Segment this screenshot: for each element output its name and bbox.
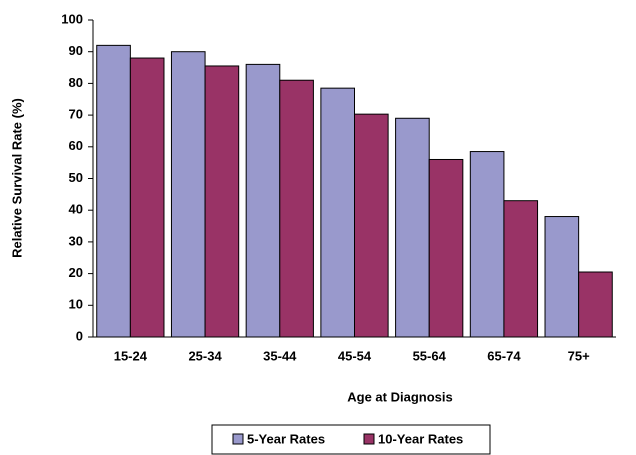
y-tick-label: 50	[69, 170, 83, 185]
y-tick-label: 10	[69, 297, 83, 312]
legend-swatch	[232, 433, 244, 445]
bar	[503, 200, 539, 338]
x-tick-label: 75+	[568, 348, 590, 363]
x-tick-label: 25-34	[188, 348, 222, 363]
y-tick-label: 40	[69, 202, 83, 217]
y-tick-label: 70	[69, 107, 83, 122]
legend-label: 10-Year Rates	[378, 431, 463, 446]
bar	[245, 63, 281, 338]
bar	[395, 117, 430, 338]
bar	[129, 57, 165, 338]
x-tick-label: 55-64	[413, 348, 447, 363]
y-tick-label: 90	[69, 43, 83, 58]
y-axis-label: Relative Survival Rate (%)	[9, 98, 24, 258]
legend-box	[211, 424, 491, 455]
bar	[354, 113, 389, 338]
x-tick-label: 15-24	[114, 348, 148, 363]
y-tick-label: 30	[69, 233, 83, 248]
y-tick-label: 0	[76, 328, 83, 343]
x-tick-label: 65-74	[487, 348, 521, 363]
bar	[96, 44, 131, 338]
y-tick-label: 80	[69, 75, 83, 90]
x-axis-label: Age at Diagnosis	[347, 389, 452, 404]
bar	[469, 151, 505, 338]
y-tick-label: 60	[69, 138, 83, 153]
x-tick-label: 35-44	[263, 348, 297, 363]
bar	[544, 216, 580, 338]
legend-label: 5-Year Rates	[247, 431, 325, 446]
y-tick-label: 100	[61, 11, 83, 26]
bar	[170, 51, 206, 338]
bar	[428, 158, 464, 338]
bar	[204, 65, 240, 338]
y-tick-label: 20	[69, 265, 83, 280]
bar	[279, 79, 314, 338]
bar	[578, 271, 613, 338]
legend-swatch	[363, 433, 375, 445]
bar	[320, 87, 355, 338]
x-tick-label: 45-54	[338, 348, 372, 363]
